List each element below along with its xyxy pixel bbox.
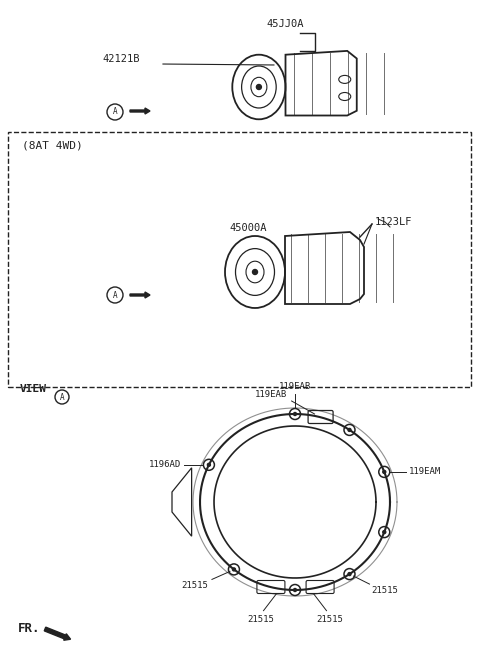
Circle shape <box>293 589 297 591</box>
Text: VIEW: VIEW <box>20 384 47 394</box>
Text: 1196AD: 1196AD <box>149 461 181 469</box>
Circle shape <box>348 573 351 576</box>
Circle shape <box>348 428 351 432</box>
Text: 45000A: 45000A <box>229 223 267 233</box>
Text: A: A <box>113 108 117 116</box>
Circle shape <box>383 531 386 533</box>
Text: A: A <box>60 392 64 401</box>
Text: 21515: 21515 <box>372 586 398 595</box>
Text: 1123LF: 1123LF <box>375 217 412 227</box>
Text: 21515: 21515 <box>316 615 343 623</box>
Text: 42121B: 42121B <box>103 54 140 64</box>
Text: (8AT 4WD): (8AT 4WD) <box>22 140 83 150</box>
Text: 119EAB: 119EAB <box>255 390 288 399</box>
Text: 119EAB: 119EAB <box>279 382 311 391</box>
Text: 21515: 21515 <box>247 615 274 623</box>
Text: 45JJ0A: 45JJ0A <box>266 19 304 29</box>
Text: FR.: FR. <box>18 622 40 635</box>
FancyArrow shape <box>44 627 71 641</box>
Circle shape <box>207 463 210 466</box>
Circle shape <box>252 269 257 275</box>
Circle shape <box>383 470 386 474</box>
Circle shape <box>293 413 297 415</box>
Circle shape <box>256 85 262 89</box>
Text: 119EAM: 119EAM <box>409 467 442 476</box>
Circle shape <box>232 568 235 571</box>
FancyArrow shape <box>130 108 150 114</box>
FancyArrow shape <box>130 292 150 298</box>
Text: A: A <box>113 290 117 300</box>
Text: 21515: 21515 <box>181 581 208 591</box>
